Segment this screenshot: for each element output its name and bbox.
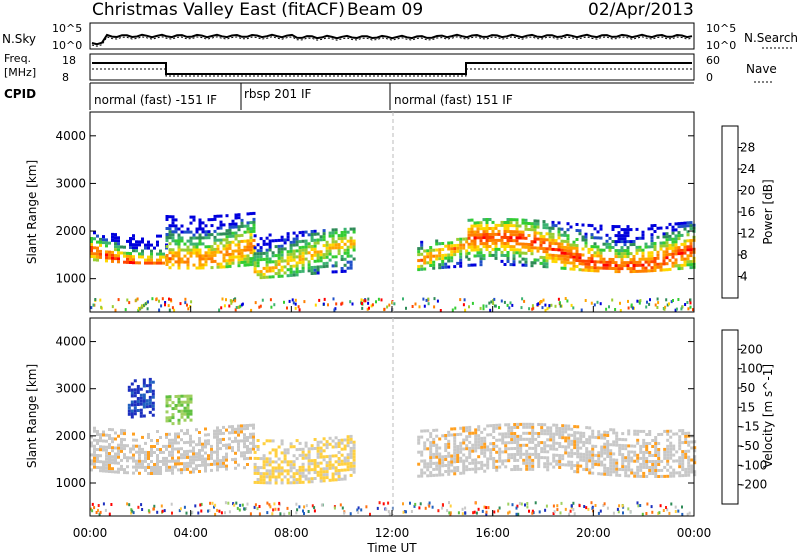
x-axis-ticks: 00:00 04:00 08:00 12:00 16:00 20:00 00:00 — [73, 306, 712, 540]
x-tick-label-2: 08:00 — [274, 526, 309, 540]
x-tick-label-3: 12:00 — [375, 526, 410, 540]
noise-search-line — [91, 36, 693, 47]
powerData-band-2 — [253, 227, 356, 280]
velocity-ylabel: Slant Range [km] — [25, 364, 39, 468]
date-title: 02/Apr/2013 — [588, 0, 694, 20]
velBar-tick-0: 200 — [740, 342, 763, 356]
powerYTicks-label-3: 1000 — [55, 272, 86, 286]
x-tick-label-4: 16:00 — [475, 526, 510, 540]
x-tick-label-6: 00:00 — [677, 526, 712, 540]
power-heatmap — [90, 211, 696, 312]
powerBar-tick-2: 20 — [740, 184, 755, 198]
noise-left-label: N.Sky — [2, 32, 36, 46]
freq-tick-right-top: 60 — [706, 54, 720, 67]
powerBar-tick-3: 16 — [740, 205, 755, 219]
powerYTicks-label-2: 2000 — [55, 224, 86, 238]
x-tick-label-1: 04:00 — [173, 526, 208, 540]
velYTicks-label-0: 4000 — [55, 335, 86, 349]
velBar-tick-1: 100 — [740, 362, 763, 376]
powerData-band-1 — [165, 211, 256, 270]
freq-panel-frame — [89, 53, 695, 81]
noise-tick-right-top: 10^5 — [706, 22, 736, 35]
cpid-segment-3: normal (fast) 151 IF — [394, 93, 513, 107]
powerBar-tick-0: 28 — [740, 141, 755, 155]
noise-panel-frame — [89, 22, 695, 50]
freq-tick-bottom: 8 — [62, 71, 69, 84]
power-colorbar: 28 24 20 16 12 8 4 — [721, 125, 755, 299]
x-axis-label: Time UT — [366, 541, 417, 554]
freq-tick-top: 18 — [62, 54, 76, 67]
velBar-tick-2: 50 — [740, 381, 755, 395]
cpid-label: CPID — [4, 87, 36, 101]
velYTicks-label-2: 2000 — [55, 429, 86, 443]
powerBar-tick-5: 8 — [740, 248, 748, 262]
powerYTicks-label-1: 3000 — [55, 176, 86, 190]
power-colorbar-label: Power [dB] — [761, 179, 775, 244]
nave-line — [92, 68, 692, 77]
velData-band-2 — [417, 422, 697, 478]
velBar-tick-6: -100 — [740, 458, 767, 472]
powerBar-tick-4: 12 — [740, 227, 755, 241]
x-tick-label-0: 00:00 — [73, 526, 108, 540]
noise-tick-bottom: 10^0 — [52, 39, 82, 52]
noise-tick-right-bottom: 10^0 — [706, 39, 736, 52]
velBar-tick-3: 15 — [740, 400, 755, 414]
velData-band-0 — [90, 423, 255, 475]
velData-band-1 — [253, 434, 356, 485]
velocity-colorbar-label: Velocity [m s^-1] — [761, 364, 775, 468]
velData-band-3 — [127, 377, 155, 419]
power-ylabel: Slant Range [km] — [25, 160, 39, 264]
cpid-segment-2: rbsp 201 IF — [244, 87, 311, 101]
velBar-tick-5: -50 — [740, 439, 760, 453]
velYTicks-label-3: 1000 — [55, 476, 86, 490]
freq-label-2: [MHz] — [4, 66, 36, 79]
power-panel-frame — [89, 111, 695, 313]
velYTicks-label-1: 3000 — [55, 382, 86, 396]
powerYTicks-label-0: 4000 — [55, 129, 86, 143]
velocity-colorbar: 200 100 50 15 -15 -50 -100 -200 — [721, 329, 767, 505]
noise-tick-top: 10^5 — [52, 22, 82, 35]
beam-title: Beam 09 — [347, 0, 423, 20]
powerBar-tick-1: 24 — [740, 162, 755, 176]
powerData-band-4 — [467, 218, 696, 274]
velocity-yticks: 4000 3000 2000 1000 — [55, 335, 694, 490]
x-tick-label-5: 20:00 — [576, 526, 611, 540]
cpid-segment-1: normal (fast) -151 IF — [94, 93, 217, 107]
powerData-band-3 — [417, 237, 469, 272]
velData-band-4 — [165, 394, 193, 426]
powerBar-tick-6: 4 — [740, 270, 748, 284]
powerData-band-0 — [90, 231, 168, 265]
freq-tick-right-bottom: 0 — [706, 71, 713, 84]
freq-label-1: Freq. — [4, 52, 31, 65]
freq-line — [92, 62, 692, 75]
power-yticks: 4000 3000 2000 1000 — [55, 129, 694, 286]
velBar-tick-4: -15 — [740, 420, 760, 434]
nave-label: Nave — [746, 62, 777, 76]
station-title: Christmas Valley East (fitACF) — [92, 0, 345, 20]
noise-right-label: N.Search — [744, 31, 798, 45]
velocity-heatmap — [90, 377, 697, 516]
velBar-tick-7: -200 — [740, 478, 767, 492]
noise-sky-line — [91, 33, 693, 46]
